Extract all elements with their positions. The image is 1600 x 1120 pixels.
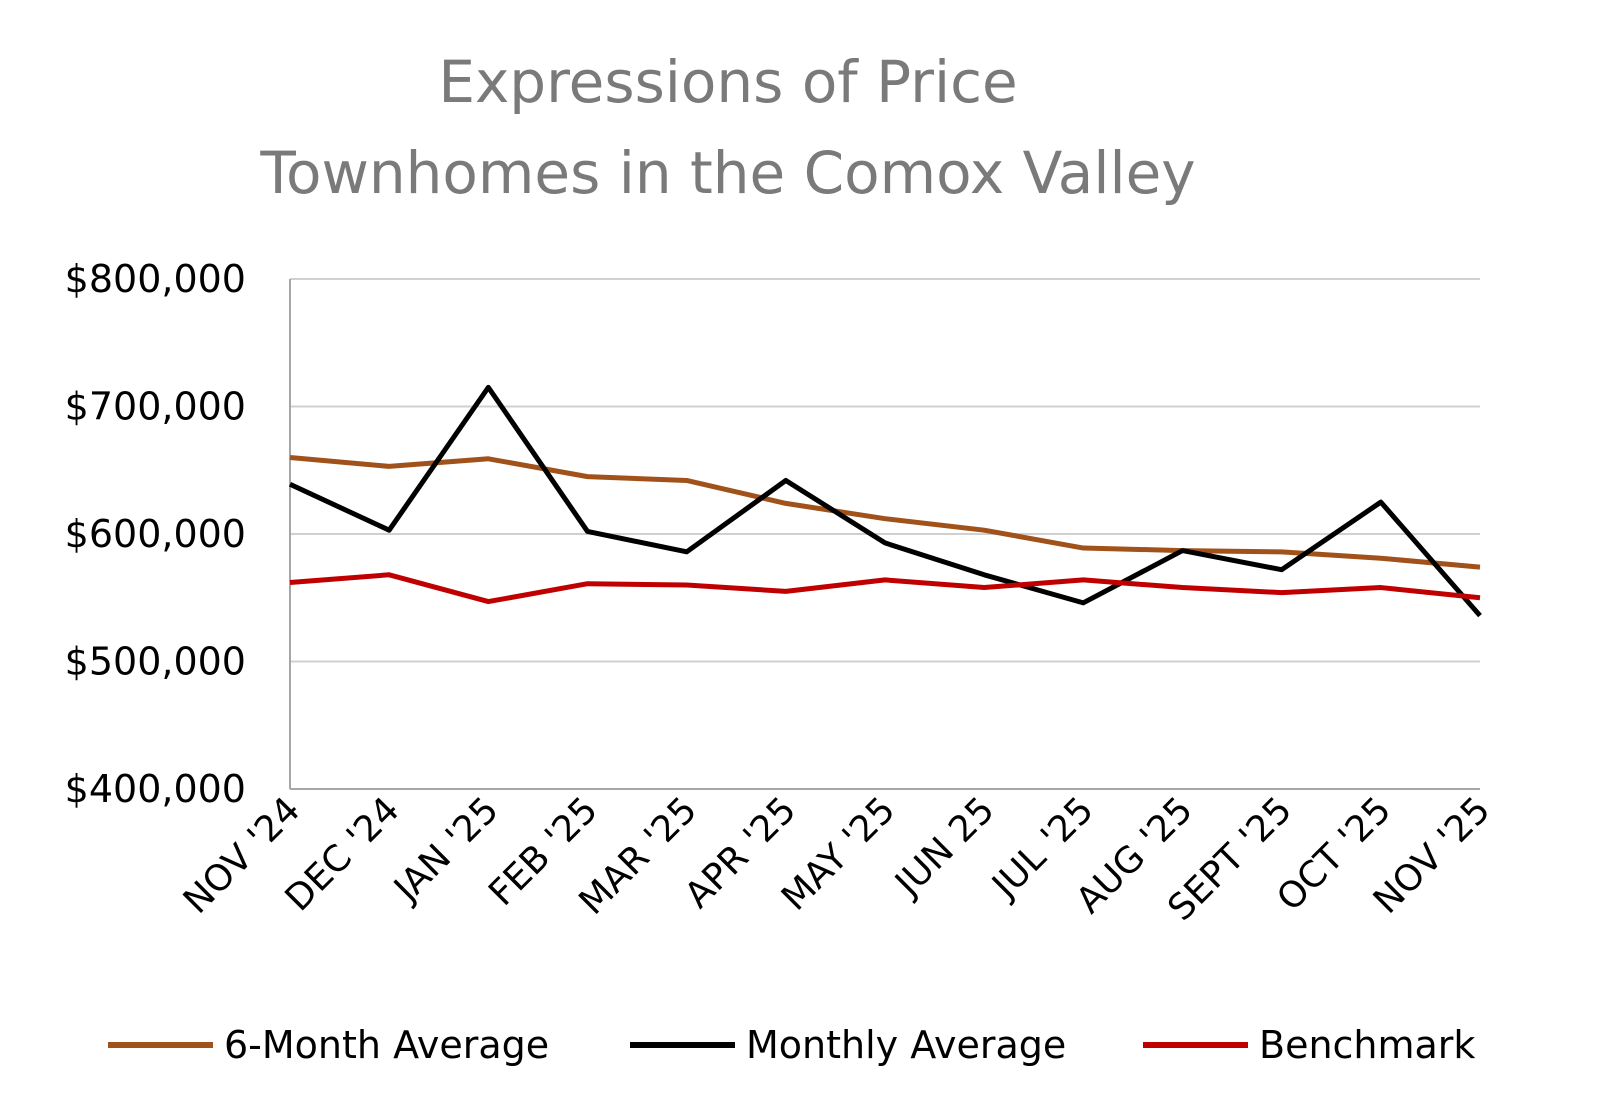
series-line-benchmark (289, 572, 1481, 605)
series-line-6-month-average (289, 455, 1481, 570)
y-tick-label: $800,000 (65, 257, 246, 301)
y-tick-label: $700,000 (65, 385, 246, 429)
chart-title-line-2: Townhomes in the Comox Valley (259, 139, 1195, 207)
legend-label: Benchmark (1259, 1023, 1475, 1067)
y-tick-label: $600,000 (65, 512, 246, 556)
x-tick-label: JUN 25 (886, 789, 1002, 905)
legend-label: 6-Month Average (224, 1023, 549, 1067)
y-tick-label: $500,000 (65, 640, 246, 684)
y-tick-label: $400,000 (65, 767, 246, 811)
chart-title-line-1: Expressions of Price (438, 48, 1017, 116)
legend-label: Monthly Average (746, 1023, 1066, 1067)
